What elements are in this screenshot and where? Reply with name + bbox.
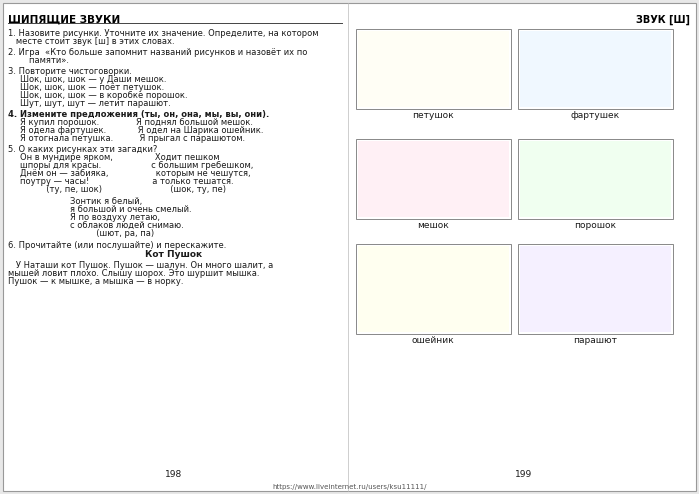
Text: Днём он — забияка,                  которым не чешутся,: Днём он — забияка, которым не чешутся,	[20, 169, 251, 178]
Text: Шок, шок, шок — в коробке порошок.: Шок, шок, шок — в коробке порошок.	[20, 91, 187, 100]
Text: (ту, пе, шок)                          (шок, ту, пе): (ту, пе, шок) (шок, ту, пе)	[20, 185, 226, 194]
Bar	[356, 244, 511, 334]
Bar	[520, 246, 671, 332]
Text: фартушек: фартушек	[570, 111, 619, 120]
Text: Зонтик я белый,: Зонтик я белый,	[70, 197, 143, 206]
Text: петушок: петушок	[412, 111, 454, 120]
Bar	[520, 141, 671, 217]
Text: ЗВУК [Ш]: ЗВУК [Ш]	[636, 15, 690, 25]
Text: памяти».: памяти».	[8, 56, 69, 65]
Text: ШИПЯЩИЕ ЗВУКИ: ШИПЯЩИЕ ЗВУКИ	[8, 15, 120, 25]
Bar	[518, 139, 673, 219]
Text: мешок: мешок	[417, 221, 449, 230]
Bar	[518, 244, 673, 334]
Bar	[358, 141, 509, 217]
Text: я большой и очень смелый.: я большой и очень смелый.	[70, 205, 192, 214]
Text: порошок: порошок	[574, 221, 616, 230]
Text: мышей ловит плохо. Слышу шорох. Это шуршит мышка.: мышей ловит плохо. Слышу шорох. Это шурш…	[8, 269, 259, 278]
Text: ошейник: ошейник	[412, 336, 454, 345]
Text: Пушок — к мышке, а мышка — в норку.: Пушок — к мышке, а мышка — в норку.	[8, 277, 184, 286]
Text: Шут, шут, шут — летит парашют.: Шут, шут, шут — летит парашют.	[20, 99, 171, 108]
Text: шпоры для красы.                   с большим гребешком,: шпоры для красы. с большим гребешком,	[20, 161, 253, 170]
Text: Шок, шок, шок — поёт петушок.: Шок, шок, шок — поёт петушок.	[20, 83, 164, 92]
Text: Я одела фартушек.            Я одел на Шарика ошейник.: Я одела фартушек. Я одел на Шарика ошейн…	[20, 126, 264, 135]
Text: с облаков людей снимаю.: с облаков людей снимаю.	[70, 221, 184, 230]
Text: 2. Игра  «Кто больше запомнит названий рисунков и назовёт их по: 2. Игра «Кто больше запомнит названий ри…	[8, 48, 308, 57]
Text: 198: 198	[166, 470, 182, 479]
Bar	[358, 246, 509, 332]
Bar	[356, 29, 511, 109]
Text: парашют: парашют	[573, 336, 617, 345]
Text: 4. Измените предложения (ты, он, она, мы, вы, они).: 4. Измените предложения (ты, он, она, мы…	[8, 110, 269, 119]
Text: Я по воздуху летаю,: Я по воздуху летаю,	[70, 213, 160, 222]
Text: 6. Прочитайте (или послушайте) и перескажите.: 6. Прочитайте (или послушайте) и переска…	[8, 241, 226, 250]
Bar	[518, 29, 673, 109]
Text: 1. Назовите рисунки. Уточните их значение. Определите, на котором: 1. Назовите рисунки. Уточните их значени…	[8, 29, 319, 38]
Text: Шок, шок, шок — у Даши мешок.: Шок, шок, шок — у Даши мешок.	[20, 75, 166, 84]
Text: 3. Повторите чистоговорки.: 3. Повторите чистоговорки.	[8, 67, 132, 76]
Text: У Наташи кот Пушок. Пушок — шалун. Он много шалит, а: У Наташи кот Пушок. Пушок — шалун. Он мн…	[8, 261, 273, 270]
Text: 5. О каких рисунках эти загадки?: 5. О каких рисунках эти загадки?	[8, 145, 157, 154]
Bar	[520, 31, 671, 107]
Text: https://www.liveinternet.ru/users/ksu11111/: https://www.liveinternet.ru/users/ksu111…	[273, 484, 427, 490]
Text: поутру — часы!                        а только тешатся.: поутру — часы! а только тешатся.	[20, 177, 233, 186]
Text: Он в мундире ярком,                Ходит пешком: Он в мундире ярком, Ходит пешком	[20, 153, 219, 162]
Text: Я отогнала петушка.          Я прыгал с парашютом.: Я отогнала петушка. Я прыгал с парашютом…	[20, 134, 245, 143]
Text: Кот Пушок: Кот Пушок	[145, 250, 203, 259]
Text: (шют, ра, па): (шют, ра, па)	[70, 229, 154, 238]
Text: Я купил порошок.              Я поднял большой мешок.: Я купил порошок. Я поднял большой мешок.	[20, 118, 253, 127]
Bar	[356, 139, 511, 219]
Text: месте стоит звук [ш] в этих словах.: месте стоит звук [ш] в этих словах.	[8, 37, 175, 46]
Bar	[358, 31, 509, 107]
Text: 199: 199	[515, 470, 533, 479]
